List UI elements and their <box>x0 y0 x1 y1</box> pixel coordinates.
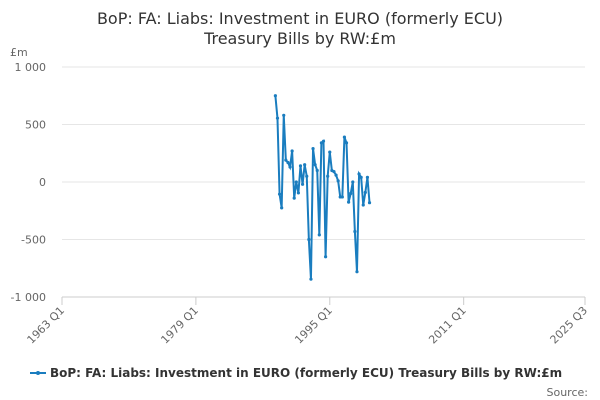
series-line <box>274 95 371 280</box>
point <box>280 206 284 210</box>
point <box>286 160 290 165</box>
source: Source: <box>547 386 589 399</box>
point <box>311 147 315 151</box>
point <box>347 200 351 204</box>
point <box>273 94 277 98</box>
point <box>359 175 363 179</box>
point <box>275 116 280 120</box>
point <box>307 237 311 242</box>
point <box>305 174 309 178</box>
point <box>342 135 347 139</box>
point <box>277 192 282 196</box>
x-tick-label: 1995 Q1 <box>292 304 335 347</box>
point <box>282 113 286 117</box>
point <box>353 229 357 234</box>
y-tick-label: 0 <box>39 176 46 189</box>
point <box>298 164 303 168</box>
point <box>321 139 326 143</box>
point <box>361 203 365 207</box>
point <box>288 165 292 169</box>
legend-label: BoP: FA: Liabs: Investment in EURO (form… <box>50 366 562 380</box>
point <box>357 172 361 176</box>
y-tick-label: -1 000 <box>11 291 46 304</box>
point <box>344 141 349 145</box>
point <box>317 233 321 237</box>
point <box>367 201 372 205</box>
legend-marker <box>36 371 40 375</box>
chart-title: Treasury Bills by RW:£m <box>203 29 396 48</box>
point <box>363 190 367 194</box>
point <box>309 277 313 281</box>
point <box>336 179 340 183</box>
point <box>296 191 300 195</box>
point <box>328 150 332 154</box>
point <box>315 168 319 173</box>
y-tick-label: -500 <box>21 234 46 247</box>
point <box>284 158 288 162</box>
y-unit: £m <box>10 46 28 59</box>
point <box>349 191 353 196</box>
point <box>332 170 336 174</box>
y-tick-label: 1 000 <box>15 61 47 74</box>
point <box>334 173 338 177</box>
x-tick-label: 2025 Q3 <box>548 304 591 347</box>
point <box>303 163 307 167</box>
point <box>294 180 298 184</box>
x-tick-label: 2011 Q1 <box>426 304 469 347</box>
x-tick-label: 1963 Q1 <box>25 304 68 347</box>
point <box>351 180 355 184</box>
point <box>290 149 294 153</box>
point <box>292 196 296 200</box>
point <box>355 270 359 274</box>
point <box>340 195 344 199</box>
point <box>323 255 328 259</box>
point <box>313 163 317 167</box>
point <box>326 174 330 178</box>
point <box>365 175 370 179</box>
point <box>300 182 305 186</box>
x-tick-label: 1979 Q1 <box>158 304 201 347</box>
y-tick-label: 500 <box>25 119 46 132</box>
chart-title: BoP: FA: Liabs: Investment in EURO (form… <box>97 9 503 28</box>
